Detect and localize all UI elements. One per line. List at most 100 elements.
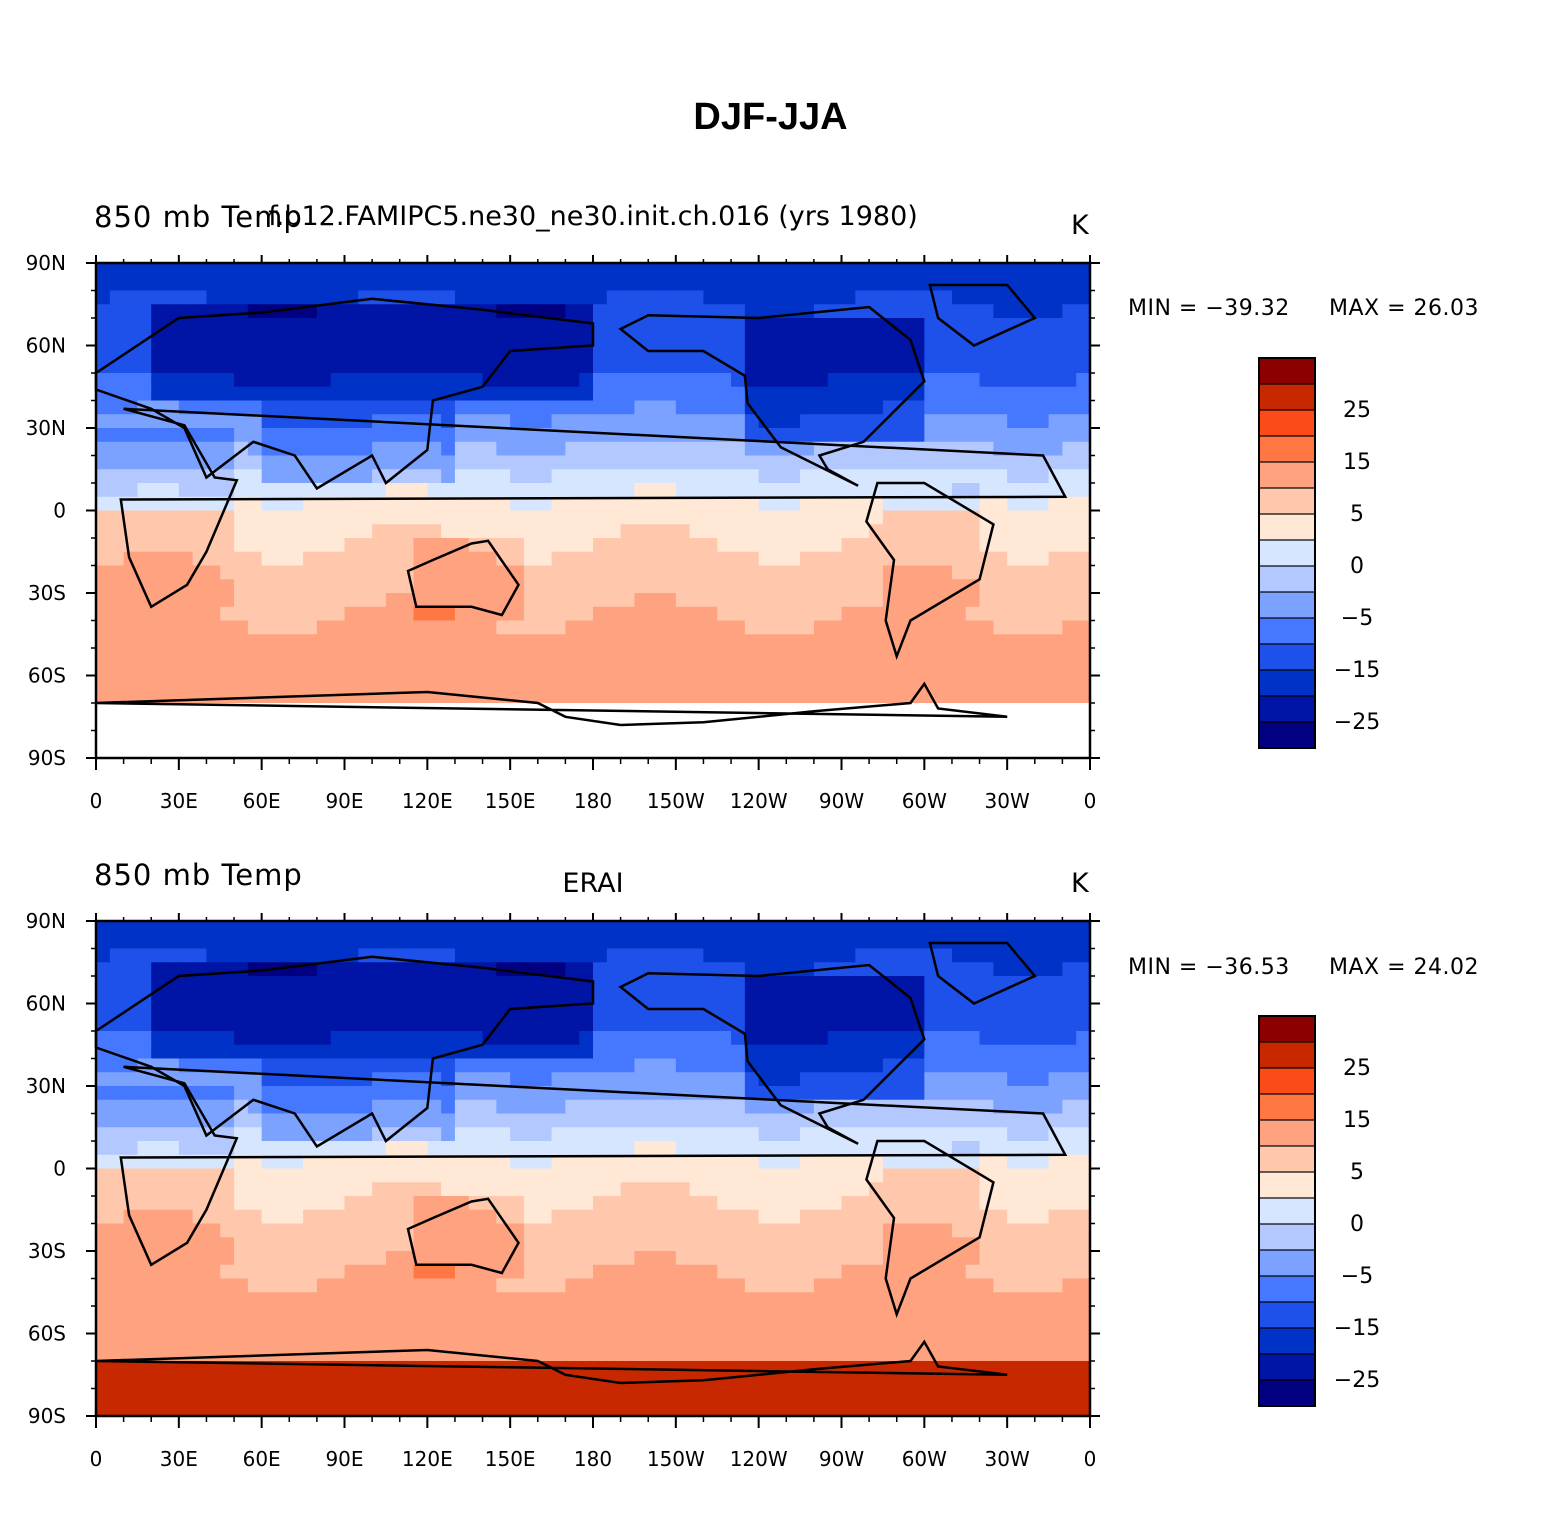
field-cell [924,373,939,388]
field-cell [316,496,332,512]
field-cell [399,276,415,292]
field-cell [731,620,746,635]
field-cell [510,1182,525,1197]
field-cell [800,304,815,319]
field-cell [662,1113,677,1128]
field-cell [772,483,787,498]
field-cell [882,263,898,278]
field-cell [800,469,815,484]
field-cell [1062,661,1077,677]
field-cell [178,1209,194,1225]
field-cell [758,373,774,388]
field-cell [427,934,442,950]
field-cell [979,428,994,443]
field-cell [344,359,359,374]
field-cell [786,1209,801,1225]
field-cell [1007,510,1022,525]
field-cell [1020,1099,1036,1115]
field-cell [910,331,925,347]
field-cell [910,648,925,663]
field-cell [247,290,263,305]
field-cell [634,1017,649,1032]
field-cell [896,1017,912,1032]
field-cell [1062,1127,1077,1142]
field-cell [523,1264,539,1280]
field-cell [813,1031,829,1046]
field-cell [523,318,539,333]
field-cell [869,373,884,388]
field-cell [689,510,705,525]
field-cell [855,648,870,663]
field-cell [993,606,1008,622]
field-cell [275,290,290,305]
field-cell [468,675,484,690]
field-cell [123,359,139,374]
field-cell [841,593,856,608]
field-cell [247,921,263,936]
field-cell [772,606,787,622]
field-cell [1007,263,1022,278]
field-cell [772,441,787,457]
field-cell [275,1031,290,1046]
field-cell [1048,962,1063,977]
field-cell [565,400,580,415]
field-cell [855,1017,870,1032]
field-cell [399,962,415,977]
field-cell [1076,469,1091,484]
field-cell [165,921,180,936]
field-cell [496,921,511,936]
field-cell [786,744,801,759]
field-cell [1007,359,1022,374]
field-cell [551,976,566,991]
field-cell [441,331,456,347]
field-cell [717,634,732,649]
field-cell [593,414,608,429]
field-cell [910,1223,925,1238]
field-cell [247,1127,263,1142]
field-cell [620,441,636,457]
field-cell [303,263,318,278]
field-cell [1007,606,1022,622]
field-cell [675,934,691,950]
field-cell [399,1209,415,1225]
field-cell [123,1127,139,1142]
field-cell [827,359,843,374]
field-cell [413,716,428,732]
field-cell [675,1003,691,1018]
field-cell [427,730,442,745]
field-cell [606,934,622,950]
field-cell [579,1058,594,1073]
field-cell [813,1292,829,1307]
field-cell [565,1031,580,1046]
field-cell [606,1278,622,1293]
field-cell [910,524,925,539]
field-cell [758,345,774,360]
field-cell [109,318,125,333]
field-cell [96,689,111,704]
field-cell [979,620,994,635]
field-cell [841,1306,856,1321]
field-cell [703,1319,718,1335]
field-cell [468,962,484,977]
field-cell [648,744,663,759]
field-cell [123,290,139,305]
field-cell [689,1003,705,1018]
field-cell [827,1058,843,1073]
field-cell [896,304,912,319]
field-cell [965,359,981,374]
field-cell [316,1223,332,1238]
field-cell [1062,648,1077,663]
field-cell [772,1319,787,1335]
field-cell [551,400,566,415]
field-cell [593,318,608,333]
field-cell [523,1182,539,1197]
field-cell [951,565,967,580]
field-cell [938,1058,953,1073]
field-cell [441,1196,456,1211]
field-cell [482,1278,497,1293]
field-cell [841,1168,856,1183]
field-cell [648,565,663,580]
field-cell [399,1154,415,1170]
field-cell [1034,345,1050,360]
